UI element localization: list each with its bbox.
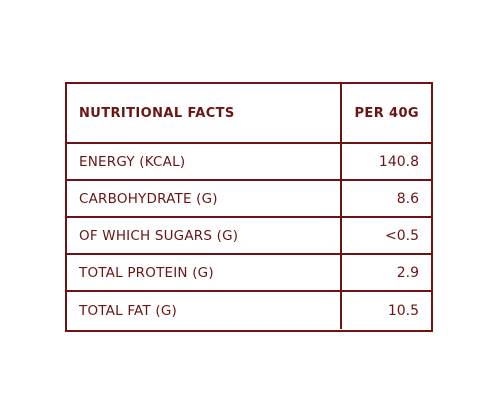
table-header-row: NUTRITIONAL FACTS PER 40G <box>67 84 431 144</box>
table-row: TOTAL FAT (G) 10.5 <box>67 292 431 329</box>
nutrition-facts-table: NUTRITIONAL FACTS PER 40G ENERGY (KCAL) … <box>65 82 433 332</box>
nutrient-label: TOTAL PROTEIN (G) <box>67 255 342 290</box>
table-row: CARBOHYDRATE (G) 8.6 <box>67 181 431 218</box>
nutrient-label: OF WHICH SUGARS (G) <box>67 218 342 253</box>
nutrient-value: 8.6 <box>396 190 419 207</box>
nutrient-label: ENERGY (KCAL) <box>67 144 342 179</box>
nutrient-label: CARBOHYDRATE (G) <box>67 181 342 216</box>
header-label: NUTRITIONAL FACTS <box>67 84 342 142</box>
nutrient-value: 140.8 <box>378 153 419 170</box>
header-value: PER 40G <box>354 105 419 121</box>
nutrient-label: TOTAL FAT (G) <box>67 292 342 329</box>
nutrient-value: 10.5 <box>387 302 419 319</box>
nutrient-value: 2.9 <box>396 264 419 281</box>
table-row: TOTAL PROTEIN (G) 2.9 <box>67 255 431 292</box>
nutrient-value: <0.5 <box>385 227 419 244</box>
table-row: ENERGY (KCAL) 140.8 <box>67 144 431 181</box>
table-row: OF WHICH SUGARS (G) <0.5 <box>67 218 431 255</box>
